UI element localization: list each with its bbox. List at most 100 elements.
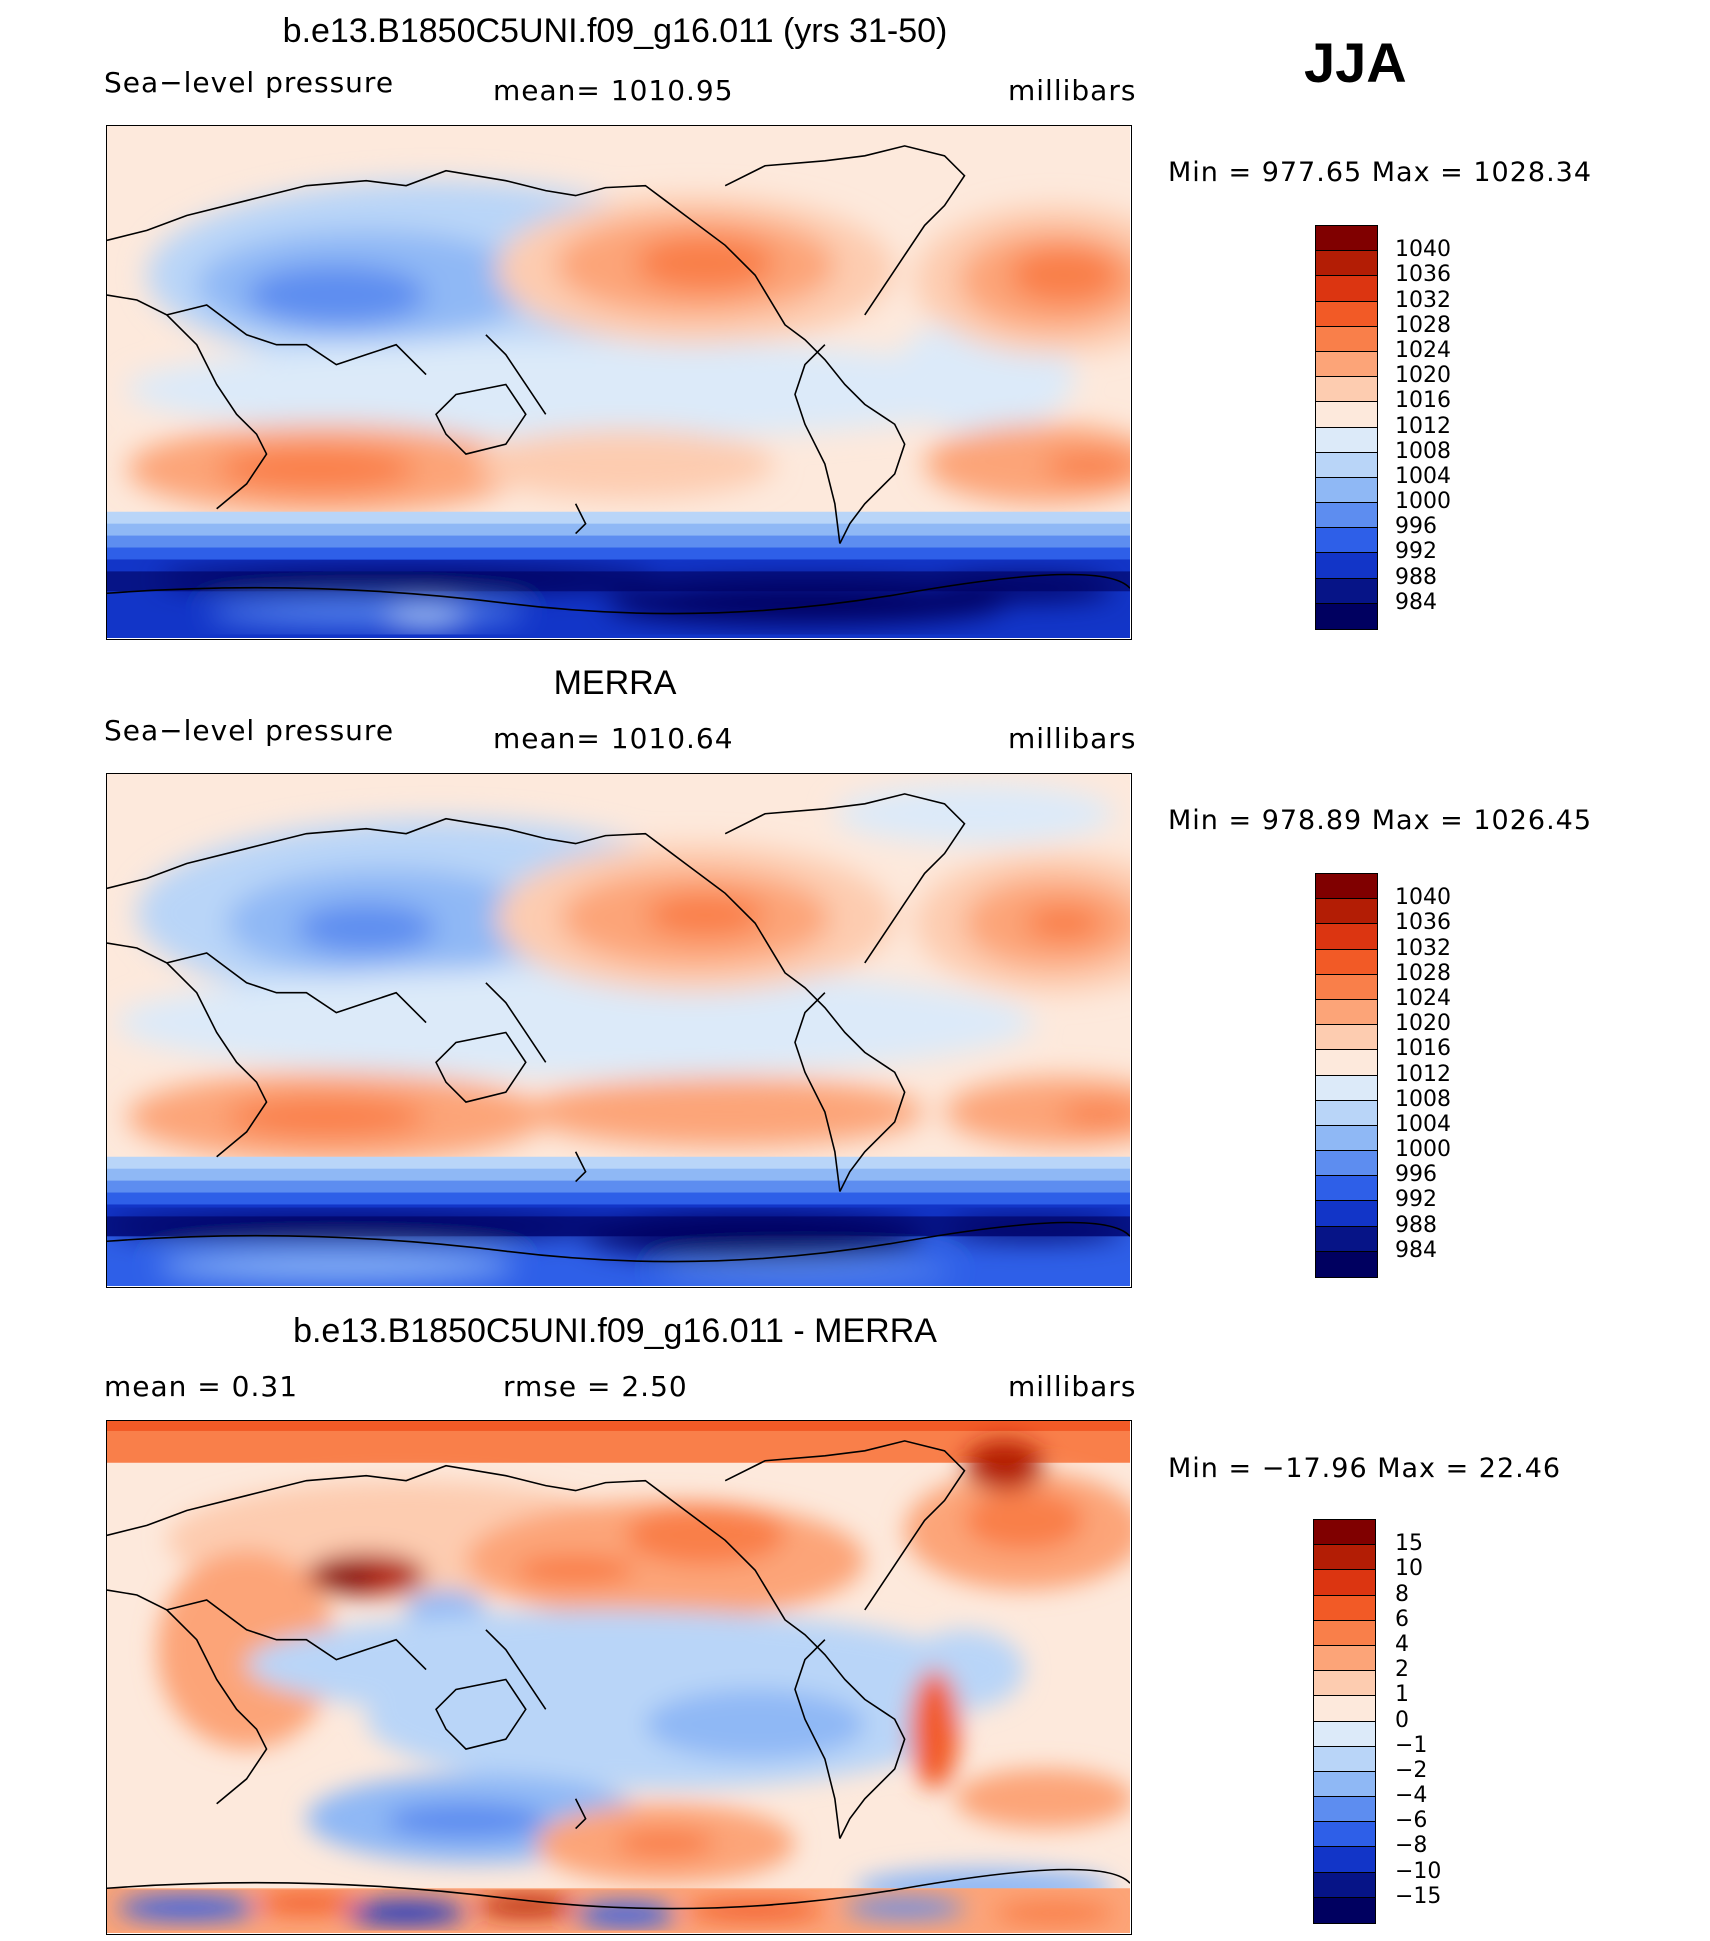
pressure-colorbar-tick-label: 1028 bbox=[1395, 312, 1451, 338]
difference-colorbar-tick-label: 8 bbox=[1395, 1581, 1409, 1607]
panel-3-colorbar bbox=[1313, 1519, 1376, 1924]
panel-2-mean-label: mean= 1010.64 bbox=[493, 722, 734, 755]
panel-3-units-label: millibars bbox=[1008, 1370, 1137, 1403]
pressure-colorbar-tick-label: 1016 bbox=[1395, 1036, 1451, 1062]
colorbar-swatch bbox=[1314, 1620, 1375, 1646]
colorbar-swatch bbox=[1316, 1025, 1377, 1051]
pressure-colorbar-tick-label: 1020 bbox=[1395, 1011, 1451, 1037]
colorbar-swatch bbox=[1316, 1125, 1377, 1152]
pressure-colorbar-tick-label: 988 bbox=[1395, 564, 1437, 590]
colorbar-swatch bbox=[1314, 1797, 1375, 1823]
colorbar-swatch bbox=[1314, 1872, 1375, 1898]
colorbar-swatch bbox=[1316, 251, 1377, 277]
pressure-colorbar-tick-label: 1024 bbox=[1395, 985, 1451, 1011]
pressure-colorbar-tick-label: 1036 bbox=[1395, 910, 1451, 936]
panel-3-mean-label: mean = 0.31 bbox=[104, 1370, 299, 1403]
difference-colorbar-tick-label: 4 bbox=[1395, 1631, 1409, 1657]
panel-2-title: MERRA bbox=[553, 664, 677, 702]
panel-3-minmax-label: Min = −17.96 Max = 22.46 bbox=[1168, 1453, 1562, 1484]
pressure-colorbar-tick-label: 1000 bbox=[1395, 489, 1451, 515]
panel-2-units-label: millibars bbox=[1008, 722, 1137, 755]
pressure-colorbar-tick-label: 996 bbox=[1395, 1162, 1437, 1188]
colorbar-swatch bbox=[1316, 553, 1377, 579]
colorbar-swatch bbox=[1316, 427, 1377, 453]
colorbar-swatch bbox=[1316, 301, 1377, 327]
colorbar-swatch bbox=[1314, 1721, 1375, 1747]
colorbar-swatch bbox=[1316, 1251, 1377, 1277]
colorbar-swatch bbox=[1314, 1771, 1375, 1798]
pressure-colorbar-tick-label: 1040 bbox=[1395, 885, 1451, 911]
colorbar-swatch bbox=[1316, 1201, 1377, 1227]
colorbar-swatch bbox=[1316, 999, 1377, 1026]
pressure-colorbar-tick-label: 984 bbox=[1395, 589, 1437, 615]
colorbar-swatch bbox=[1314, 1822, 1375, 1848]
colorbar-swatch bbox=[1314, 1847, 1375, 1873]
pressure-colorbar-tick-label: 1040 bbox=[1395, 237, 1451, 263]
difference-colorbar-tick-label: −8 bbox=[1395, 1833, 1428, 1859]
panel-3-title: b.e13.B1850C5UNI.f09_g16.011 - MERRA bbox=[293, 1312, 937, 1350]
panel-2-colorbar bbox=[1315, 873, 1378, 1278]
colorbar-swatch bbox=[1316, 351, 1377, 378]
colorbar-swatch bbox=[1316, 924, 1377, 950]
difference-colorbar-tick-label: −6 bbox=[1395, 1808, 1428, 1834]
difference-colorbar-tick-label: −15 bbox=[1395, 1883, 1442, 1909]
pressure-colorbar-tick-label: 1024 bbox=[1395, 337, 1451, 363]
colorbar-swatch bbox=[1316, 528, 1377, 554]
colorbar-swatch bbox=[1314, 1897, 1375, 1923]
colorbar-swatch bbox=[1316, 603, 1377, 629]
colorbar-swatch bbox=[1316, 326, 1377, 352]
difference-colorbar-tick-label: 15 bbox=[1395, 1531, 1423, 1557]
colorbar-swatch bbox=[1316, 1050, 1377, 1076]
colorbar-swatch bbox=[1314, 1696, 1375, 1722]
pressure-colorbar-tick-label: 1032 bbox=[1395, 935, 1451, 961]
pressure-colorbar-tick-label: 1028 bbox=[1395, 960, 1451, 986]
colorbar-swatch bbox=[1316, 477, 1377, 504]
difference-colorbar-tick-label: 6 bbox=[1395, 1606, 1409, 1632]
pressure-colorbar-tick-label: 1004 bbox=[1395, 463, 1451, 489]
difference-colorbar-tick-label: −2 bbox=[1395, 1757, 1428, 1783]
panel-1-mean-label: mean= 1010.95 bbox=[493, 74, 734, 107]
panel-1-minmax-label: Min = 977.65 Max = 1028.34 bbox=[1168, 157, 1593, 188]
pressure-colorbar-tick-label: 1008 bbox=[1395, 438, 1451, 464]
panel-1-colorbar bbox=[1315, 225, 1378, 630]
colorbar-swatch bbox=[1316, 949, 1377, 975]
panel-1-colorbar-labels: 1040 1036 1032 1028 1024 1020 1016 1012 1008 1004… bbox=[1395, 225, 1515, 630]
difference-colorbar-tick-label: −4 bbox=[1395, 1783, 1428, 1809]
difference-colorbar-tick-label: 10 bbox=[1395, 1556, 1423, 1582]
colorbar-swatch bbox=[1314, 1671, 1375, 1697]
panel-1-map bbox=[106, 125, 1132, 640]
colorbar-swatch bbox=[1316, 377, 1377, 403]
panel-1-title: b.e13.B1850C5UNI.f09_g16.011 (yrs 31-50) bbox=[282, 12, 948, 50]
colorbar-swatch bbox=[1316, 1151, 1377, 1177]
pressure-colorbar-tick-label: 1036 bbox=[1395, 262, 1451, 288]
colorbar-swatch bbox=[1314, 1746, 1375, 1772]
colorbar-swatch bbox=[1316, 1075, 1377, 1101]
panel-3-rmse-label: rmse = 2.50 bbox=[503, 1370, 688, 1403]
colorbar-swatch bbox=[1316, 226, 1377, 252]
pressure-colorbar-tick-label: 992 bbox=[1395, 1187, 1437, 1213]
panel-3-map bbox=[106, 1420, 1132, 1935]
colorbar-swatch bbox=[1316, 899, 1377, 925]
pressure-colorbar-tick-label: 992 bbox=[1395, 539, 1437, 565]
colorbar-swatch bbox=[1316, 1176, 1377, 1202]
difference-colorbar-tick-label: 0 bbox=[1395, 1707, 1409, 1733]
difference-colorbar-tick-label: 1 bbox=[1395, 1682, 1409, 1708]
pressure-colorbar-tick-label: 1000 bbox=[1395, 1137, 1451, 1163]
pressure-colorbar-tick-label: 1012 bbox=[1395, 1061, 1451, 1087]
difference-colorbar-tick-label: −1 bbox=[1395, 1732, 1428, 1758]
panel-2-colorbar-labels: 1040 1036 1032 1028 1024 1020 1016 1012 1008 1004… bbox=[1395, 873, 1515, 1278]
colorbar-swatch bbox=[1314, 1645, 1375, 1672]
pressure-colorbar-tick-label: 996 bbox=[1395, 514, 1437, 540]
pressure-colorbar-tick-label: 1020 bbox=[1395, 363, 1451, 389]
colorbar-swatch bbox=[1316, 874, 1377, 900]
colorbar-swatch bbox=[1316, 402, 1377, 428]
season-label: JJA bbox=[1304, 31, 1407, 94]
colorbar-swatch bbox=[1316, 276, 1377, 302]
panel-3-colorbar-labels: 15 10 8 6 4 2 1 0 −1 −2 −4 −6 −8 −10 −15 bbox=[1395, 1519, 1515, 1924]
colorbar-swatch bbox=[1314, 1570, 1375, 1596]
pressure-colorbar-tick-label: 1008 bbox=[1395, 1086, 1451, 1112]
colorbar-swatch bbox=[1316, 974, 1377, 1000]
colorbar-swatch bbox=[1316, 1226, 1377, 1252]
pressure-colorbar-tick-label: 1012 bbox=[1395, 413, 1451, 439]
pressure-colorbar-tick-label: 988 bbox=[1395, 1212, 1437, 1238]
